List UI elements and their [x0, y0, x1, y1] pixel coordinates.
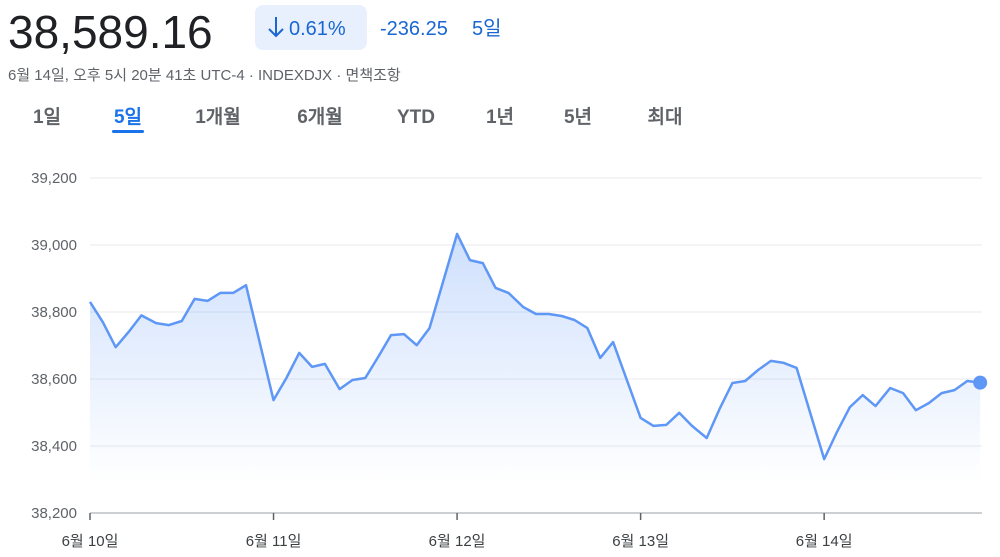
- plot: 38,200 38,400 38,600 38,800 39,000 39,200 6월 1…: [31, 170, 988, 550]
- y-tick-label: 39,200: [31, 170, 77, 187]
- subtitle: 6월 14일, 오후 5시 20분 41초 UTC-4 · INDEXDJX ·…: [8, 67, 401, 84]
- y-tick-label: 38,600: [31, 371, 77, 388]
- tabs: 1일 5일 1개월 6개월 YTD 1년 5년 최대: [33, 106, 683, 133]
- y-tick-label: 38,400: [31, 438, 77, 455]
- line: [88, 232, 981, 461]
- change: -236.25: [380, 18, 448, 40]
- tab[interactable]: YTD: [397, 107, 435, 128]
- last-point: [973, 375, 988, 390]
- period: 5일: [472, 17, 502, 40]
- x-tick-label: 6월 11일: [246, 533, 302, 550]
- x-tick-label: 6월 13일: [612, 533, 669, 550]
- tab[interactable]: 1일: [33, 106, 61, 128]
- y-tick-label: 38,200: [31, 505, 77, 522]
- x-tick-label: 6월 14일: [796, 533, 853, 550]
- change-percent: 0.61%: [289, 18, 346, 40]
- x-tick-label: 6월 12일: [429, 533, 486, 550]
- tab[interactable]: 5일: [114, 106, 142, 128]
- down-arrow: [268, 17, 284, 38]
- x-tick-label: 6월 10일: [62, 533, 119, 550]
- area: [90, 233, 981, 483]
- y-tick-label: 39,000: [31, 237, 77, 254]
- tab[interactable]: 최대: [648, 106, 683, 128]
- tab[interactable]: 1개월: [195, 106, 241, 128]
- tab[interactable]: 6개월: [297, 106, 343, 128]
- price: 38,589.16: [8, 6, 213, 58]
- change-pill: [255, 5, 367, 50]
- tab[interactable]: 5년: [564, 106, 592, 128]
- y-tick-label: 38,800: [31, 304, 77, 321]
- tab[interactable]: 1년: [486, 106, 514, 128]
- tab-indicator: [111, 130, 145, 133]
